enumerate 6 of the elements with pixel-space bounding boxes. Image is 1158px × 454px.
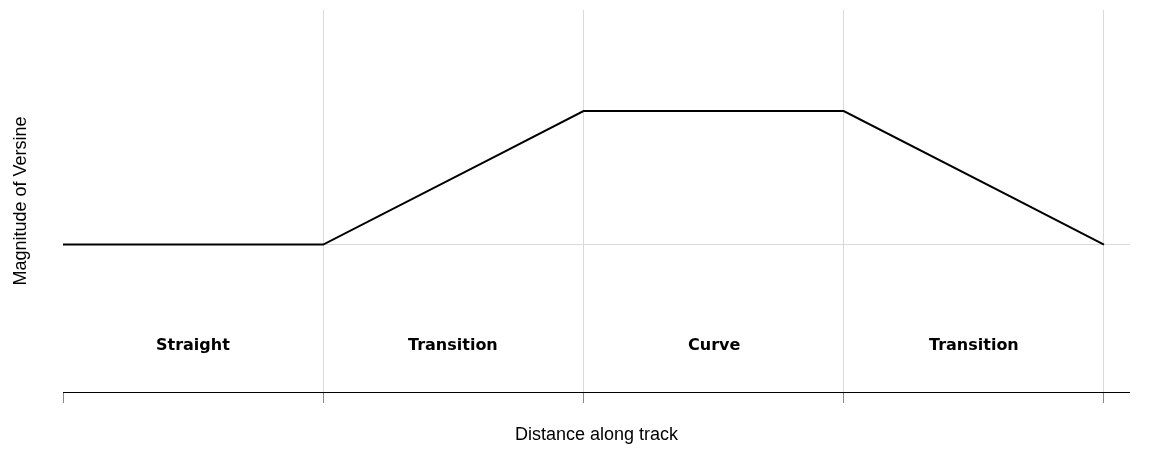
annotation: Curve	[688, 335, 741, 354]
annotation: Transition	[408, 335, 498, 354]
x-axis-title: Distance along track	[514, 423, 680, 444]
y-axis-title: Magnitude of Versine	[10, 116, 31, 286]
annotation: Transition	[929, 335, 1019, 354]
annotation: Straight	[156, 335, 231, 354]
